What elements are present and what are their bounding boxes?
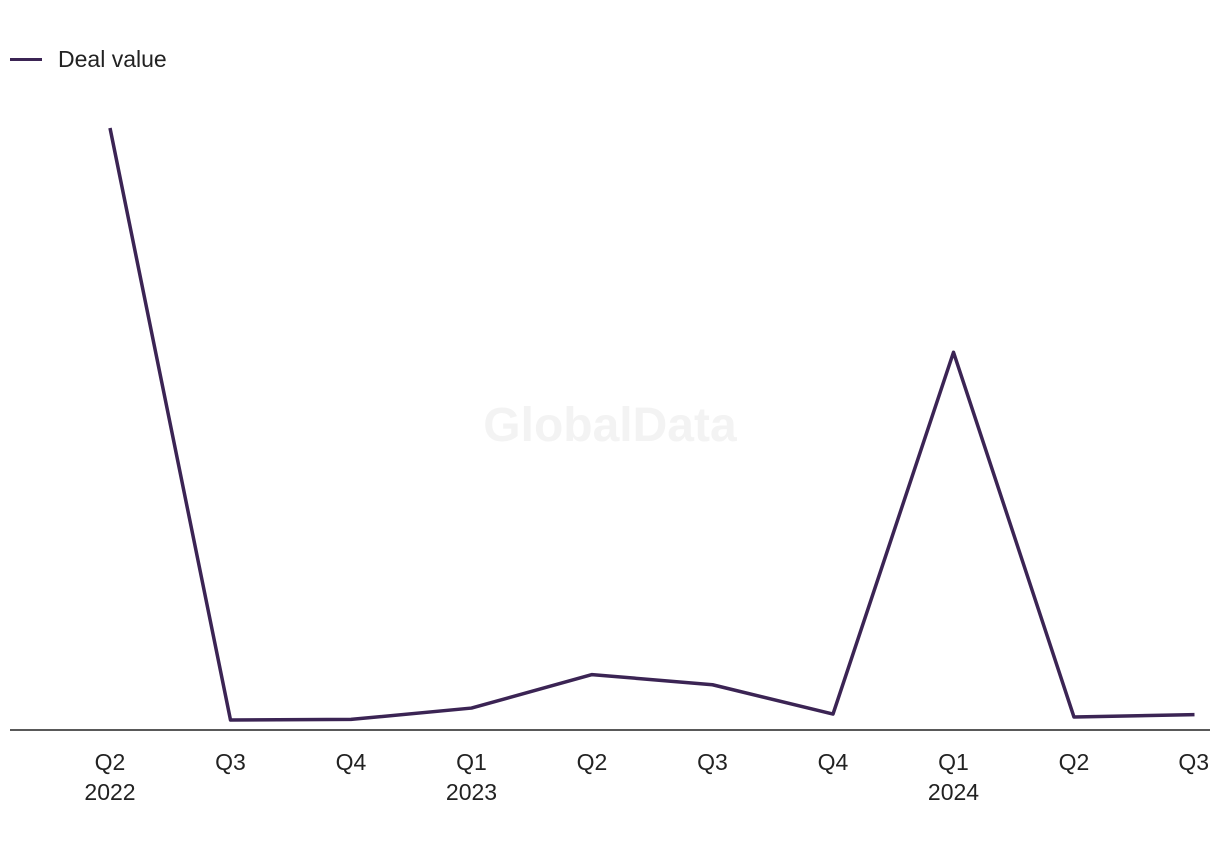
x-tick-label: Q4 [818,749,849,775]
x-tick-year-label: 2023 [446,779,497,805]
x-tick-6: Q4 [818,749,849,775]
x-tick-label: Q4 [336,749,367,775]
x-tick-label: Q2 [577,749,608,775]
x-tick-1: Q3 [215,749,246,775]
series-line-deal-value [108,127,1195,722]
x-tick-4: Q2 [577,749,608,775]
x-tick-year-label: 2024 [928,779,979,805]
x-tick-label: Q2 [1059,749,1090,775]
x-tick-5: Q3 [697,749,728,775]
legend: Deal value [10,46,167,73]
x-tick-8: Q2 [1059,749,1090,775]
x-tick-label: Q1 [456,749,487,775]
x-tick-label: Q2 [95,749,126,775]
x-tick-label: Q3 [697,749,728,775]
x-axis-ticks: Q2 2022 Q3 Q4 Q1 2023 Q2 Q3 Q4 Q1 2024 Q2 Q3 [84,749,1209,805]
watermark: GlobalData [483,399,737,452]
x-tick-label: Q3 [1178,749,1209,775]
x-tick-9: Q3 [1178,749,1209,775]
x-tick-7: Q1 2024 [928,749,979,805]
legend-swatch [10,58,42,61]
x-tick-3: Q1 2023 [446,749,497,805]
x-tick-label: Q1 [938,749,969,775]
x-tick-label: Q3 [215,749,246,775]
x-tick-0: Q2 2022 [84,749,135,805]
legend-label: Deal value [58,46,167,72]
x-tick-2: Q4 [336,749,367,775]
x-tick-year-label: 2022 [84,779,135,805]
